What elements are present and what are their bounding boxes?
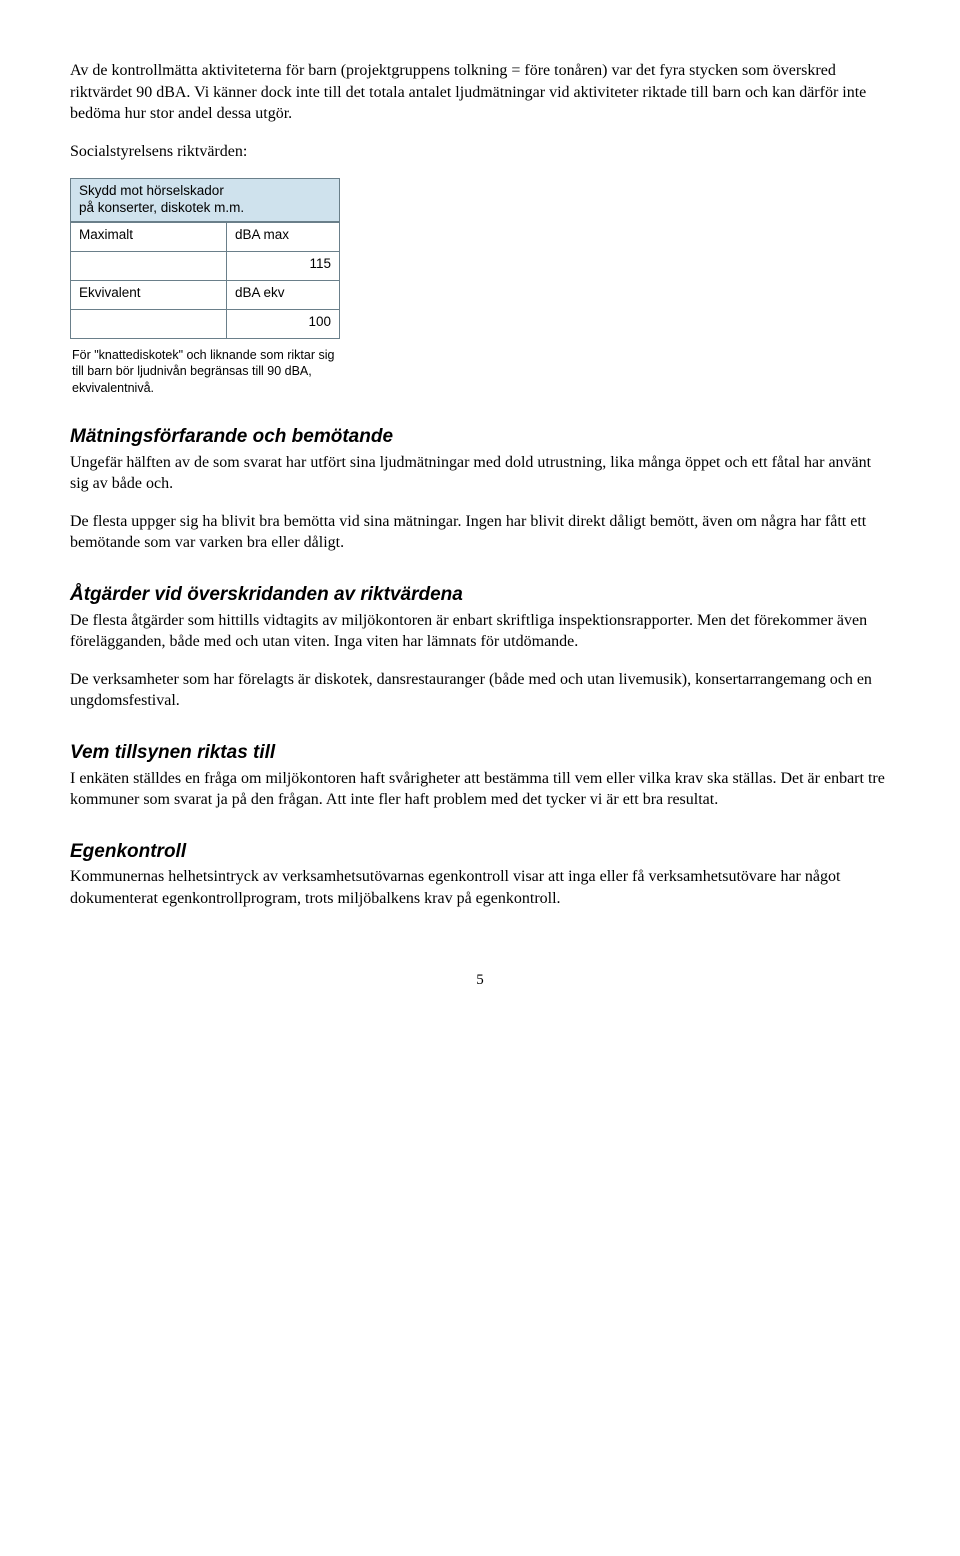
cell-label: Maximalt bbox=[71, 223, 227, 252]
section-title-actions: Åtgärder vid överskridanden av riktvärde… bbox=[70, 582, 890, 608]
table-header-line2: på konserter, diskotek m.m. bbox=[79, 200, 244, 215]
table-row: Ekvivalent dBA ekv bbox=[71, 281, 340, 310]
page-number: 5 bbox=[70, 970, 890, 990]
cell-empty bbox=[71, 310, 227, 339]
measurement-p1: Ungefär hälften av de som svarat har utf… bbox=[70, 452, 890, 495]
actions-p2: De verksamheter som har förelagts är dis… bbox=[70, 669, 890, 712]
cell-unit: dBA max bbox=[227, 223, 340, 252]
table-footnote: För "knattediskotek" och liknande som ri… bbox=[70, 343, 344, 396]
cell-value: 115 bbox=[227, 252, 340, 281]
intro-paragraph-2: Socialstyrelsens riktvärden: bbox=[70, 141, 890, 163]
cell-value: 100 bbox=[227, 310, 340, 339]
measurement-p2: De flesta uppger sig ha blivit bra bemöt… bbox=[70, 511, 890, 554]
guideline-table: Skydd mot hörselskador på konserter, dis… bbox=[70, 178, 340, 339]
table-header-line1: Skydd mot hörselskador bbox=[79, 183, 224, 198]
cell-label: Ekvivalent bbox=[71, 281, 227, 310]
table-row: Maximalt dBA max bbox=[71, 223, 340, 252]
section-title-measurement: Mätningsförfarande och bemötande bbox=[70, 424, 890, 450]
table-header: Skydd mot hörselskador på konserter, dis… bbox=[70, 178, 340, 222]
section-title-whom: Vem tillsynen riktas till bbox=[70, 740, 890, 766]
cell-empty bbox=[71, 252, 227, 281]
intro-paragraph-1: Av de kontrollmätta aktiviteterna för ba… bbox=[70, 60, 890, 125]
whom-p1: I enkäten ställdes en fråga om miljökont… bbox=[70, 768, 890, 811]
table-row: 100 bbox=[71, 310, 340, 339]
egenkontroll-p1: Kommunernas helhetsintryck av verksamhet… bbox=[70, 866, 890, 909]
table-row: 115 bbox=[71, 252, 340, 281]
section-title-egenkontroll: Egenkontroll bbox=[70, 839, 890, 865]
actions-p1: De flesta åtgärder som hittills vidtagit… bbox=[70, 610, 890, 653]
cell-unit: dBA ekv bbox=[227, 281, 340, 310]
